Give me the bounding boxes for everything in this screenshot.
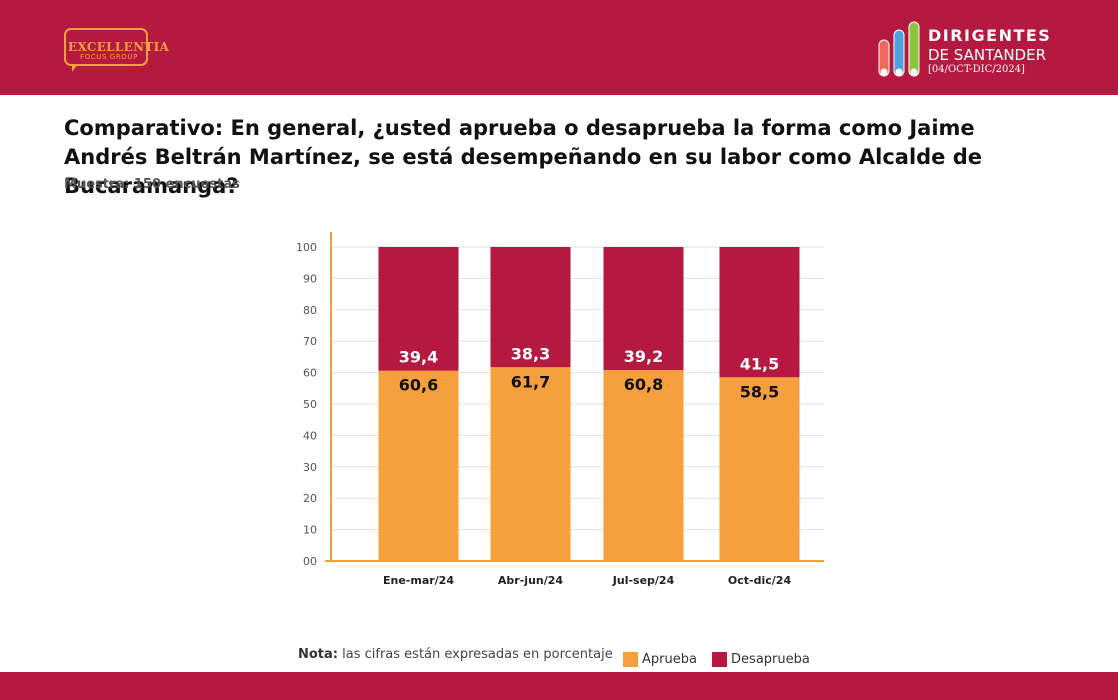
footer-band: [0, 672, 1118, 700]
chart-labels: 60,6 39,4 Ene-mar/24 61,7 38,3 Abr-jun/24 60,8…: [383, 344, 791, 587]
footnote: Nota: las cifras están expresadas en por…: [298, 647, 613, 662]
data-label-aprueba: 60,6: [399, 376, 438, 395]
x-tick-label: Oct-dic/24: [728, 574, 792, 587]
y-tick-label: 20: [303, 492, 317, 505]
y-tick-label: 100: [296, 241, 317, 254]
excellentia-logo: EXCELLENTIA FOCUS GROUP: [64, 28, 169, 76]
legend-label-desaprueba: Desaprueba: [731, 652, 810, 667]
logo-right-line2: DE SANTANDER: [928, 46, 1047, 64]
bar-aprueba-1: [490, 367, 571, 561]
x-tick-label: Ene-mar/24: [383, 574, 454, 587]
y-tick-label: 50: [303, 398, 317, 411]
bar-aprueba-2: [603, 370, 684, 561]
dirigentes-logo: DIRIGENTES DE SANTANDER [04/OCT-DIC/2024…: [876, 20, 1076, 82]
logo-right-line1: DIRIGENTES: [928, 26, 1052, 45]
x-tick-label: Abr-jun/24: [498, 574, 563, 587]
bar-desaprueba-1: [490, 247, 571, 368]
y-tick-label: 00: [303, 555, 317, 568]
logo-right-line3: [04/OCT-DIC/2024]: [928, 64, 1025, 75]
y-tick-label: 10: [303, 524, 317, 537]
legend-item-aprueba: Aprueba: [623, 649, 697, 668]
header-band: [0, 0, 1118, 95]
y-tick-label: 80: [303, 304, 317, 317]
sample-size-subtitle: Muestra: 150 encuestas: [64, 177, 240, 192]
bar-desaprueba-2: [603, 247, 684, 371]
legend-item-desaprueba: Desaprueba: [712, 649, 810, 668]
y-tick-label: 40: [303, 429, 317, 442]
page-title: Comparativo: En general, ¿usted aprueba …: [64, 116, 983, 198]
data-label-desaprueba: 39,2: [624, 347, 663, 366]
data-label-aprueba: 61,7: [511, 372, 550, 391]
speech-bubble-tail: [72, 64, 78, 72]
legend-label-aprueba: Aprueba: [642, 652, 697, 667]
data-label-desaprueba: 39,4: [399, 348, 438, 367]
bar-aprueba-3: [719, 377, 800, 561]
bar-desaprueba-0: [378, 247, 459, 371]
bars-logo-icon: [878, 21, 920, 77]
y-tick-label: 60: [303, 367, 317, 380]
footnote-text: las cifras están expresadas en porcentaj…: [342, 647, 613, 662]
chart-legend: Aprueba Desaprueba: [623, 648, 820, 668]
legend-swatch-desaprueba: [712, 652, 728, 667]
stacked-bar-chart: 00 10 20 30 40 50 60 70 80 90 100 60,6 39,4 Ene-mar/…: [296, 232, 824, 587]
data-label-aprueba: 60,8: [624, 375, 663, 394]
data-label-desaprueba: 38,3: [511, 344, 550, 363]
bar-desaprueba-3: [719, 247, 800, 378]
y-tick-label: 70: [303, 335, 317, 348]
y-tick-label: 30: [303, 461, 317, 474]
legend-swatch-aprueba: [623, 652, 638, 667]
logo-tagline-text: FOCUS GROUP: [80, 53, 138, 61]
y-tick-label: 90: [303, 272, 317, 285]
data-label-aprueba: 58,5: [740, 382, 779, 401]
bar-aprueba-0: [378, 370, 459, 561]
chart-axes: 00 10 20 30 40 50 60 70 80 90 100: [296, 232, 824, 568]
chart-bars: [378, 247, 800, 561]
data-label-desaprueba: 41,5: [740, 354, 779, 373]
x-tick-label: Jul-sep/24: [612, 574, 675, 587]
footnote-label: Nota:: [298, 647, 338, 662]
logo-brand-text: EXCELLENTIA: [68, 40, 170, 54]
speech-bubble-icon: [64, 28, 148, 66]
